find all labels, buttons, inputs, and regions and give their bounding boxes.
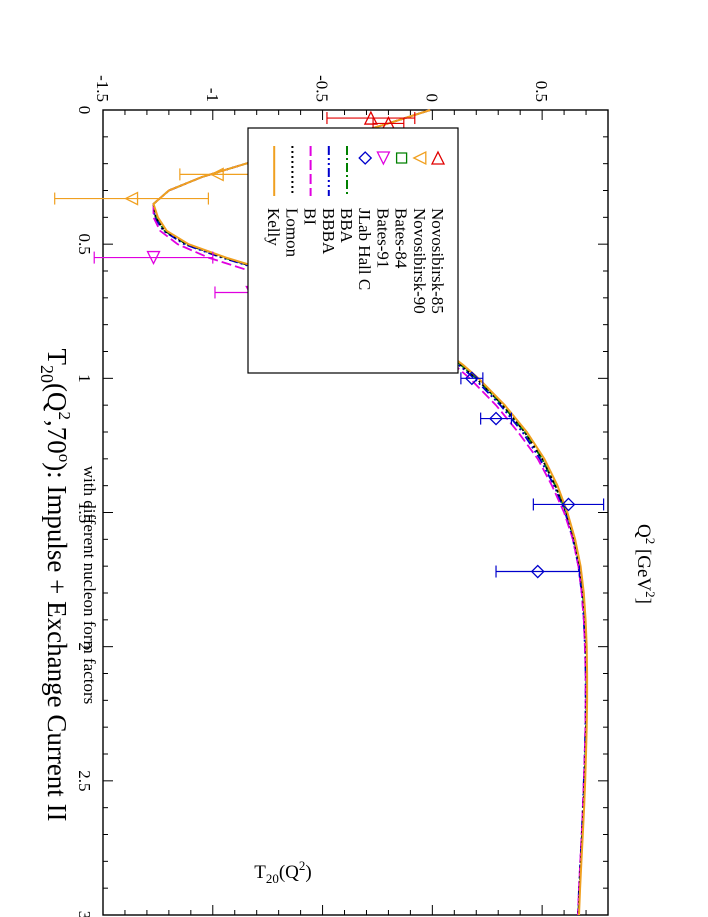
y-tick-label: 0 <box>422 94 441 103</box>
legend-item: BBBA <box>319 146 338 255</box>
x-tick-label: 2 <box>75 642 94 651</box>
marker-diamond <box>358 151 373 165</box>
chart-title: T20(Q2,70o): Impulse + Exchange Current … <box>37 348 74 821</box>
marker-square <box>395 152 408 164</box>
y-axis-title: T20(Q2) <box>254 858 312 886</box>
x-tick-label: 3 <box>75 911 94 917</box>
legend-label: JLab Hall C <box>355 208 374 290</box>
legend-item: Bates-84 <box>392 152 411 269</box>
legend-item: Lomon <box>282 146 301 258</box>
marker-diamond <box>464 371 479 386</box>
marker-triangle-down <box>209 167 224 182</box>
axis-ticks <box>102 109 609 916</box>
y-tick-label: 0.5 <box>532 81 551 102</box>
legend-box <box>247 127 459 374</box>
x-tick-label: 1.5 <box>75 502 94 523</box>
legend-item: BBA <box>337 146 356 244</box>
marker-diamond <box>489 411 503 426</box>
x-tick-label: 2.5 <box>75 770 94 791</box>
series-novosibirsk-85 <box>326 110 416 131</box>
legend-label: BI <box>301 208 320 225</box>
marker-diamond <box>561 497 576 512</box>
legend-label: Novosibirsk-85 <box>428 208 447 314</box>
legend-item: Kelly <box>264 146 283 246</box>
y-tick-label: -0.5 <box>313 75 332 102</box>
marker-triangle-left <box>430 150 446 165</box>
legend: Novosibirsk-85Novosibirsk-90Bates-84Bate… <box>247 127 459 374</box>
legend-label: Novosibirsk-90 <box>410 208 429 314</box>
marker-triangle-left <box>363 110 378 125</box>
marker-triangle-down <box>124 191 139 206</box>
x-tick-label: 0 <box>75 106 94 115</box>
legend-item: Novosibirsk-85 <box>428 150 447 314</box>
marker-triangle-right <box>376 151 391 166</box>
legend-label: Lomon <box>282 208 301 258</box>
tick-labels: 0 0.5 1 1.5 2 2.5 3 -1.5 -1 -0.5 0 0.5 <box>75 75 551 917</box>
legend-item: JLab Hall C <box>355 151 374 290</box>
y-tick-label: -1.5 <box>93 75 112 102</box>
x-axis-title: Q2 [GeV2] <box>633 524 658 604</box>
marker-triangle-down <box>412 150 427 166</box>
marker-triangle-right <box>146 250 161 266</box>
legend-label: Bates-91 <box>373 208 392 268</box>
legend-label: Kelly <box>264 208 283 246</box>
x-tick-label: 0.5 <box>75 234 94 255</box>
legend-label: Bates-84 <box>392 208 411 269</box>
legend-item: Bates-91 <box>373 151 392 268</box>
x-tick-label: 1 <box>75 374 94 383</box>
chart-subtitle: with different nucleon form factors <box>80 466 99 705</box>
rotated-figure: T20(Q2,70o): Impulse + Exchange Current … <box>37 75 658 917</box>
legend-item: Novosibirsk-90 <box>410 150 429 314</box>
legend-label: BBBA <box>319 208 338 255</box>
series-novosibirsk-90 <box>54 167 256 206</box>
legend-label: BBA <box>337 208 356 244</box>
legend-item: BI <box>301 146 320 225</box>
y-tick-label: -1 <box>203 88 222 102</box>
marker-diamond <box>530 564 545 579</box>
